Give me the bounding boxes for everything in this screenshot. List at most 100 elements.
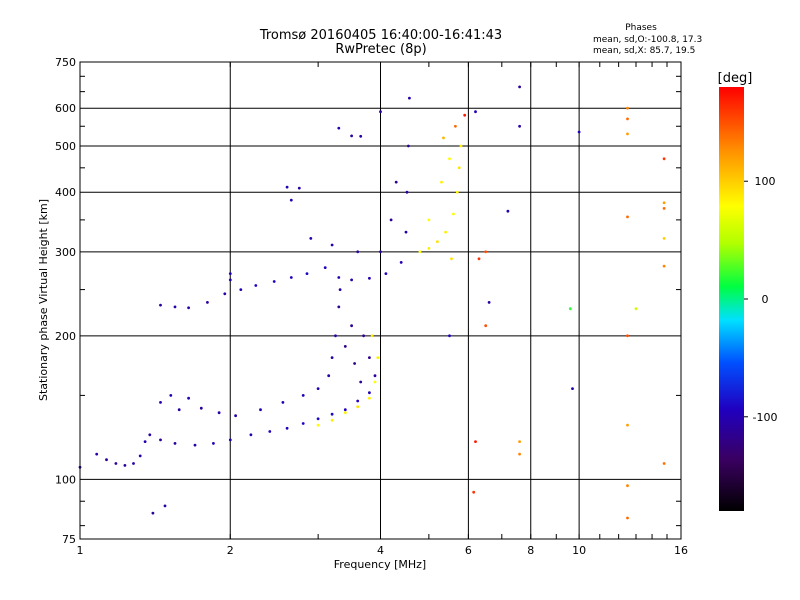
colorbar-tick-label: 0 (762, 293, 769, 306)
data-point (506, 209, 510, 213)
data-point (459, 144, 463, 148)
data-point (356, 405, 360, 409)
data-point (356, 250, 360, 254)
y-tick-label: 75 (62, 533, 76, 546)
colorbar-tick-label: -100 (753, 411, 778, 424)
data-point (234, 414, 238, 418)
x-tick-label: 10 (572, 544, 586, 557)
data-point (132, 462, 135, 465)
data-point (571, 387, 574, 390)
data-point (448, 157, 451, 161)
data-point (272, 280, 276, 283)
data-point (163, 504, 167, 508)
data-point (373, 374, 377, 378)
data-point (239, 288, 243, 291)
data-point (105, 458, 108, 462)
x-tick-label: 4 (377, 544, 384, 557)
phases-heading: Phases (625, 23, 657, 33)
data-point (301, 422, 305, 425)
data-point (356, 399, 360, 403)
data-point (389, 218, 393, 222)
data-point (373, 380, 377, 384)
data-point (455, 190, 459, 194)
data-point (474, 110, 477, 114)
data-point (474, 440, 477, 443)
data-point (289, 198, 293, 202)
data-point (305, 272, 309, 275)
data-point (518, 452, 521, 456)
data-point (662, 201, 666, 205)
x-tick-label: 6 (465, 544, 472, 557)
data-point (394, 180, 398, 184)
data-point (151, 511, 155, 515)
data-point (159, 438, 162, 442)
data-point (350, 324, 353, 328)
y-tick-label: 600 (55, 102, 76, 115)
colorbar-ticks: 100 0 -100 (744, 175, 777, 424)
phases-x-stats: mean, sd,X: 85.7, 19.5 (593, 46, 695, 56)
data-point (359, 134, 363, 138)
y-tick-label: 300 (55, 246, 76, 259)
data-point (407, 144, 410, 148)
data-point (301, 394, 305, 397)
y-tick-label: 200 (55, 330, 76, 343)
data-point (427, 218, 431, 222)
data-point (626, 423, 629, 427)
data-point (487, 301, 491, 304)
data-point (362, 334, 365, 338)
data-point (212, 442, 215, 445)
data-point (444, 230, 447, 234)
data-point (626, 484, 629, 488)
data-point (457, 166, 461, 170)
data-point (368, 276, 371, 280)
data-point (327, 374, 331, 378)
data-point (440, 180, 443, 184)
data-point (217, 411, 221, 415)
data-point (484, 324, 488, 328)
data-point (281, 401, 285, 404)
data-point (626, 117, 629, 121)
data-point (370, 334, 374, 338)
y-tick-label: 400 (55, 186, 76, 199)
data-point (518, 124, 521, 128)
chart-title: Tromsø 20160405 16:40:00-16:41:43 (259, 28, 502, 43)
data-point (309, 237, 313, 240)
data-point (472, 490, 476, 494)
data-point (173, 305, 177, 309)
data-point (330, 412, 334, 416)
data-point (408, 96, 411, 100)
data-point (405, 190, 409, 194)
colorbar-unit: [deg] (718, 71, 753, 86)
data-point (159, 401, 162, 404)
data-point (316, 417, 320, 421)
data-point (228, 278, 232, 282)
data-point (343, 345, 347, 348)
data-point (297, 186, 301, 190)
colorbar (719, 87, 744, 511)
data-point (330, 418, 334, 422)
x-tick-label: 8 (527, 544, 534, 557)
data-point (123, 464, 127, 467)
data-point (353, 362, 356, 365)
data-point (337, 126, 341, 130)
data-point (228, 272, 232, 275)
data-point (384, 272, 388, 275)
grid (80, 62, 681, 539)
data-point (448, 334, 451, 338)
data-point (662, 264, 666, 268)
chart-subtitle: RwPretec (8p) (335, 42, 426, 57)
data-point (138, 454, 142, 458)
y-axis-label: Stationary phase Virtual Height [km] (37, 199, 50, 401)
data-point (463, 113, 467, 117)
data-point (379, 250, 382, 254)
data-point (662, 462, 666, 465)
x-axis-label: Frequency [MHz] (334, 558, 426, 571)
data-point (518, 85, 521, 89)
data-point (143, 440, 147, 443)
data-point (343, 408, 347, 412)
data-point (418, 250, 422, 254)
data-point (436, 240, 439, 244)
data-point (323, 266, 327, 269)
data-point (343, 411, 347, 415)
data-point (95, 452, 99, 456)
